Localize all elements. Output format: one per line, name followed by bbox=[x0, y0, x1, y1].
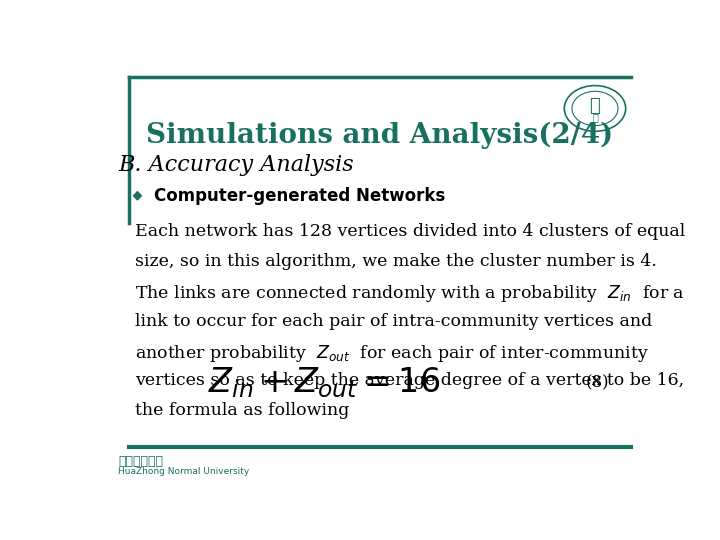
Text: the formula as following: the formula as following bbox=[135, 402, 349, 420]
Text: size, so in this algorithm, we make the cluster number is 4.: size, so in this algorithm, we make the … bbox=[135, 253, 657, 270]
Text: another probability  $Z_{out}$  for each pair of inter-community: another probability $Z_{out}$ for each p… bbox=[135, 342, 648, 363]
Text: B. Accuracy Analysis: B. Accuracy Analysis bbox=[118, 153, 354, 176]
Text: vertices so as to keep the average degree of a vertex to be 16,: vertices so as to keep the average degre… bbox=[135, 373, 684, 389]
Text: (8): (8) bbox=[586, 374, 610, 392]
Text: 華中師範大學: 華中師範大學 bbox=[118, 455, 163, 468]
Text: Each network has 128 vertices divided into 4 clusters of equal: Each network has 128 vertices divided in… bbox=[135, 223, 685, 240]
Text: $Z_{in}+Z_{out}=16$: $Z_{in}+Z_{out}=16$ bbox=[208, 366, 441, 400]
Text: HuaZhong Normal University: HuaZhong Normal University bbox=[118, 467, 249, 476]
Text: Computer-generated Networks: Computer-generated Networks bbox=[154, 187, 446, 205]
Polygon shape bbox=[133, 192, 141, 200]
Text: 華: 華 bbox=[590, 97, 600, 116]
Text: Simulations and Analysis(2/4): Simulations and Analysis(2/4) bbox=[145, 122, 613, 149]
Text: 大: 大 bbox=[592, 113, 598, 122]
Text: link to occur for each pair of intra-community vertices and: link to occur for each pair of intra-com… bbox=[135, 313, 652, 329]
Text: The links are connected randomly with a probability  $Z_{in}$  for a: The links are connected randomly with a … bbox=[135, 282, 685, 303]
